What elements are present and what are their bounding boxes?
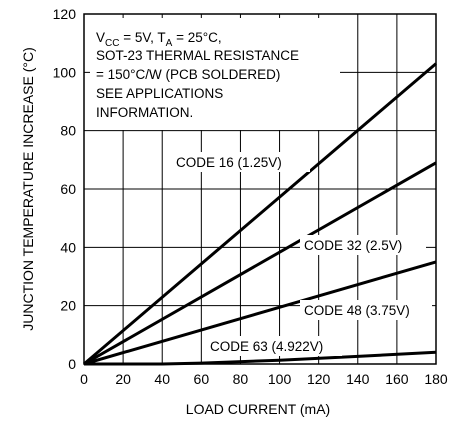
- x-tick-label: 180: [424, 371, 448, 387]
- series-lines: [83, 62, 437, 366]
- annotation-line-5: INFORMATION.: [96, 105, 193, 120]
- plot-frame: [83, 13, 437, 365]
- x-tick-label: 40: [154, 371, 170, 387]
- y-tick-label: 40: [60, 239, 76, 255]
- series-label-code48: CODE 48 (3.75V): [304, 303, 410, 318]
- series-label-bg-2: [300, 235, 426, 255]
- annotation-line-3: = 150°C/W (PCB SOLDERED): [96, 67, 280, 82]
- series-label-code16: CODE 16 (1.25V): [176, 155, 282, 170]
- series-label-bg-3: [300, 300, 432, 320]
- conditions-annotation: VCC = 5V, TA = 25°C, SOT-23 THERMAL RESI…: [90, 18, 340, 130]
- series-label-code32: CODE 32 (2.5V): [304, 238, 402, 253]
- x-tick-label: 120: [307, 371, 331, 387]
- x-tick-label: 60: [194, 371, 210, 387]
- annotation-line-4: SEE APPLICATIONS: [96, 86, 223, 101]
- x-tick-label: 140: [346, 371, 370, 387]
- y-axis-title: JUNCTION TEMPERATURE INCREASE (°C): [20, 47, 36, 331]
- y-tick-label: 20: [60, 298, 76, 314]
- x-tick-label: 80: [233, 371, 249, 387]
- y-tick-label: 120: [53, 6, 77, 22]
- x-tick-label: 160: [385, 371, 409, 387]
- annotation-line-2: SOT-23 THERMAL RESISTANCE: [96, 48, 299, 63]
- y-tick-label: 100: [53, 64, 77, 80]
- series-line-3: [83, 260, 437, 366]
- tick-labels: 0 20 40 60 80 100 120 140 160 180 0 20 40 60 80 100 120: [53, 6, 448, 387]
- y-tick-label: 60: [60, 181, 76, 197]
- y-tick-label: 80: [60, 123, 76, 139]
- annotation-background: [90, 18, 340, 130]
- annotation-line-1: VCC = 5V, TA = 25°C,: [96, 30, 222, 49]
- x-axis-title: LOAD CURRENT (mA): [186, 401, 330, 417]
- series-line-1: [83, 62, 437, 366]
- x-tick-label: 20: [115, 371, 131, 387]
- series-line-2: [83, 161, 437, 366]
- series-line-4: [84, 350, 437, 366]
- x-tick-label: 100: [268, 371, 292, 387]
- series-labels: CODE 16 (1.25V) CODE 32 (2.5V) CODE 48 (…: [172, 152, 432, 356]
- series-label-bg-1: [172, 152, 310, 172]
- x-tick-label: 0: [80, 371, 88, 387]
- y-tick-label: 0: [68, 356, 76, 372]
- series-label-bg-4: [206, 336, 342, 356]
- series-label-code63: CODE 63 (4.922V): [210, 339, 323, 354]
